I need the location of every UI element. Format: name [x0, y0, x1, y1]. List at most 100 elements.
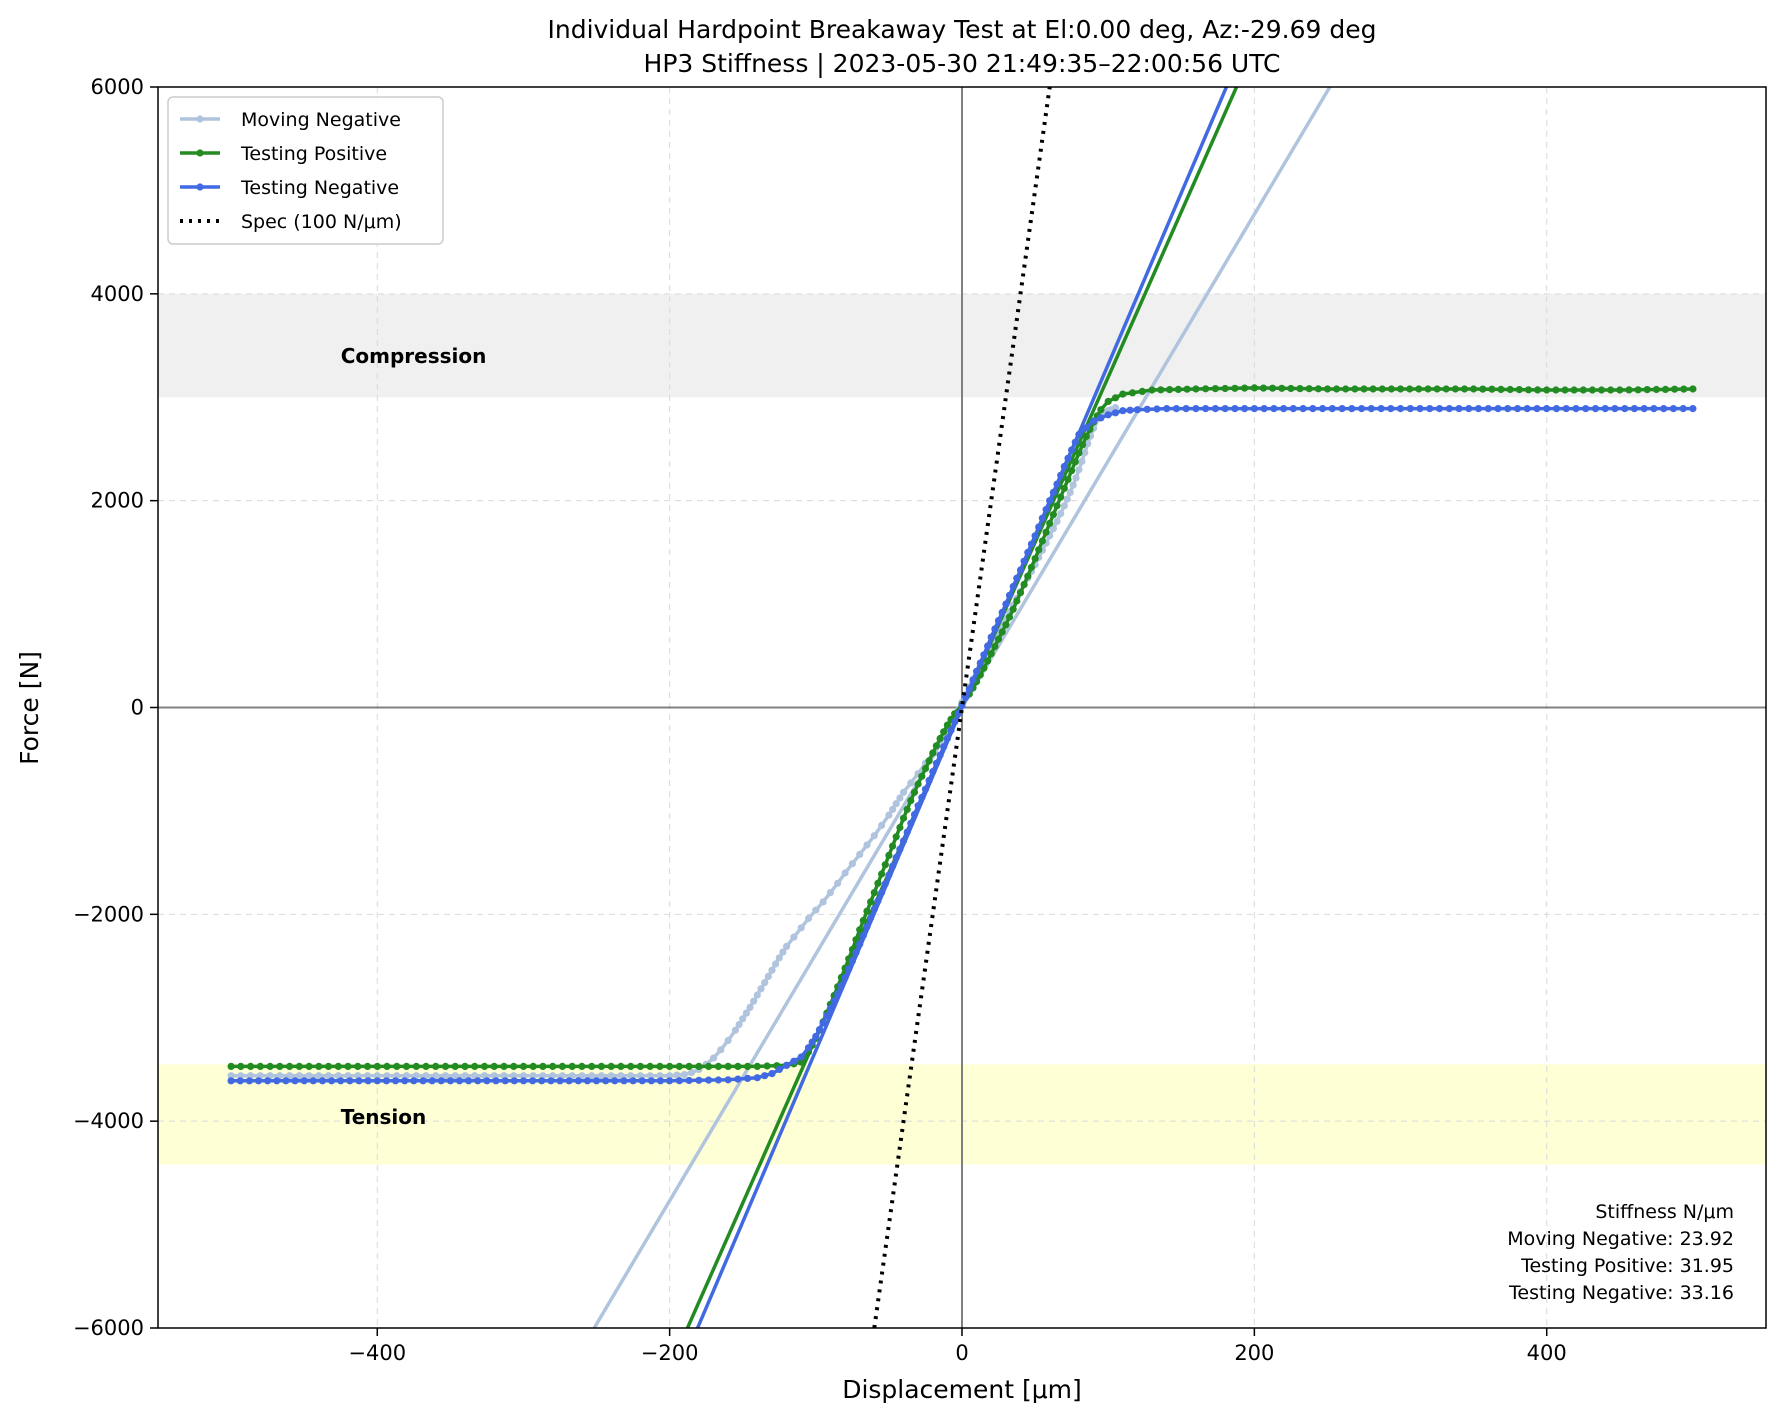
data-point-testing-negative	[583, 1077, 592, 1085]
data-point-testing-negative	[492, 1077, 500, 1085]
data-point-testing-negative	[382, 1077, 390, 1085]
data-point-moving-negative	[1081, 449, 1089, 457]
data-point-testing-negative	[1465, 405, 1473, 413]
data-point-testing-negative	[355, 1077, 363, 1085]
data-point-testing-negative	[889, 862, 897, 870]
data-point-testing-positive	[932, 742, 941, 750]
data-point-moving-negative	[907, 779, 915, 787]
data-point-moving-negative	[1057, 509, 1065, 518]
data-point-testing-positive	[500, 1062, 508, 1070]
data-point-testing-negative	[337, 1077, 345, 1085]
data-point-moving-negative	[863, 841, 871, 849]
data-point-testing-positive	[451, 1062, 459, 1070]
data-point-moving-negative	[709, 1054, 718, 1062]
data-point-testing-positive	[441, 1062, 450, 1070]
data-point-testing-negative	[1319, 405, 1327, 413]
data-point-testing-positive	[597, 1062, 606, 1070]
data-point-testing-negative	[932, 759, 941, 767]
data-point-testing-negative	[965, 685, 973, 693]
data-point-testing-negative	[1250, 405, 1258, 413]
data-point-testing-negative	[1504, 405, 1512, 413]
data-point-testing-negative	[768, 1070, 776, 1078]
data-point-testing-positive	[1009, 605, 1017, 613]
data-point-testing-negative	[547, 1077, 555, 1085]
data-point-moving-negative	[315, 1072, 323, 1080]
data-point-testing-positive	[344, 1062, 352, 1070]
data-point-testing-positive	[1269, 384, 1277, 392]
data-point-testing-negative	[1377, 405, 1385, 413]
data-point-testing-positive	[695, 1062, 703, 1070]
data-point-testing-positive	[714, 1062, 723, 1070]
data-point-moving-negative	[878, 821, 886, 830]
data-point-testing-positive	[998, 628, 1006, 636]
x-tick-label: 400	[1527, 1341, 1567, 1365]
data-point-testing-negative	[1042, 505, 1050, 514]
data-point-testing-negative	[823, 1012, 831, 1020]
data-point-testing-negative	[1060, 462, 1068, 471]
data-point-testing-negative	[1057, 471, 1065, 479]
data-point-testing-positive	[266, 1062, 274, 1070]
data-point-testing-positive	[1561, 386, 1569, 394]
data-point-testing-negative	[841, 973, 849, 982]
data-point-testing-negative	[1075, 430, 1083, 439]
legend-box	[167, 96, 444, 245]
data-point-testing-negative	[1163, 405, 1171, 413]
data-point-testing-negative	[1082, 424, 1090, 432]
data-point-testing-negative	[874, 897, 882, 905]
data-point-testing-positive	[1183, 385, 1191, 393]
data-point-moving-negative	[768, 966, 776, 974]
data-point-testing-negative	[1038, 514, 1046, 522]
data-point-testing-negative	[346, 1077, 354, 1085]
data-point-testing-negative	[1543, 405, 1551, 413]
data-point-moving-negative	[885, 811, 893, 819]
data-point-testing-negative	[1484, 405, 1492, 413]
y-axis-label: Force [N]	[15, 651, 44, 765]
data-point-testing-positive	[1689, 385, 1697, 393]
y-tick-label: 2000	[91, 489, 144, 513]
data-point-testing-negative	[899, 837, 908, 845]
data-point-testing-negative	[991, 625, 999, 633]
data-point-testing-negative	[1689, 405, 1697, 413]
data-point-moving-negative	[666, 1072, 674, 1080]
data-point-testing-negative	[852, 949, 860, 957]
data-point-testing-positive	[286, 1062, 294, 1070]
data-point-testing-positive	[1616, 386, 1624, 394]
data-point-moving-negative	[739, 1015, 747, 1023]
data-point-testing-positive	[1579, 386, 1587, 394]
data-point-testing-positive	[889, 842, 897, 850]
data-point-testing-negative	[1513, 405, 1522, 413]
data-point-testing-negative	[1562, 405, 1570, 413]
data-point-moving-negative	[451, 1072, 459, 1080]
data-point-testing-positive	[903, 805, 911, 814]
data-point-testing-negative	[1049, 488, 1057, 496]
data-point-moving-negative	[519, 1072, 528, 1080]
data-point-testing-positive	[907, 797, 915, 805]
data-point-moving-negative	[1060, 502, 1068, 510]
data-point-moving-negative	[757, 985, 765, 993]
data-point-testing-negative	[1153, 405, 1161, 413]
data-point-testing-positive	[1079, 441, 1087, 449]
data-point-testing-negative	[309, 1077, 317, 1085]
data-point-moving-negative	[597, 1072, 606, 1080]
data-point-moving-negative	[735, 1020, 743, 1029]
data-point-testing-negative	[565, 1077, 573, 1085]
data-point-testing-negative	[1241, 405, 1249, 413]
data-point-testing-negative	[1426, 405, 1434, 413]
data-point-testing-positive	[334, 1062, 342, 1070]
data-point-testing-negative	[245, 1077, 253, 1085]
data-point-testing-negative	[273, 1077, 281, 1085]
data-point-moving-negative	[892, 800, 900, 808]
data-point-moving-negative	[772, 960, 780, 968]
data-point-testing-negative	[903, 828, 911, 836]
data-point-testing-negative	[797, 1053, 805, 1061]
data-point-testing-positive	[1369, 385, 1377, 393]
data-point-testing-positive	[1442, 385, 1450, 393]
data-point-testing-negative	[830, 997, 838, 1005]
data-point-testing-negative	[826, 1004, 835, 1013]
data-point-moving-negative	[742, 1009, 751, 1017]
data-point-testing-negative	[300, 1077, 308, 1085]
data-point-testing-negative	[910, 810, 919, 819]
data-point-testing-negative	[994, 617, 1003, 625]
data-point-testing-negative	[1035, 523, 1043, 531]
data-point-testing-negative	[1027, 540, 1035, 548]
